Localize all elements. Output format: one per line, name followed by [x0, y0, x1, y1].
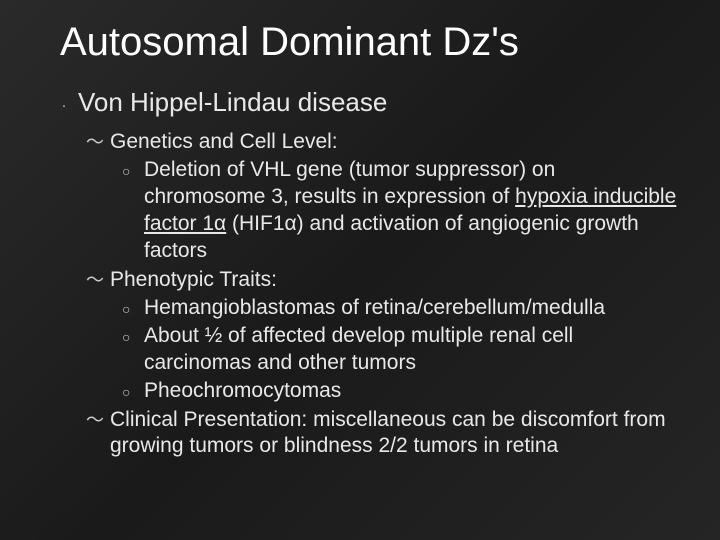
tilde-bullet-icon: 〜: [86, 406, 110, 432]
circle-bullet-icon: ○: [122, 329, 144, 345]
section-row: 〜 Clinical Presentation: miscellaneous c…: [86, 406, 680, 460]
circle-bullet-icon: ○: [122, 384, 144, 400]
section-row: 〜 Genetics and Cell Level:: [86, 128, 680, 155]
subitem-row: ○ About ½ of affected develop multiple r…: [122, 323, 680, 377]
tilde-bullet-icon: 〜: [86, 266, 110, 292]
section-label: Phenotypic Traits:: [110, 267, 277, 293]
topic-text: Von Hippel-Lindau disease: [78, 87, 387, 118]
subitem-text: Hemangioblastomas of retina/cerebellum/m…: [144, 295, 605, 322]
section-row: 〜 Phenotypic Traits:: [86, 266, 680, 293]
circle-bullet-icon: ○: [122, 163, 144, 179]
subitem-text: Pheochromocytomas: [144, 378, 341, 405]
circle-bullet-icon: ○: [122, 301, 144, 317]
subitem-row: ○ Hemangioblastomas of retina/cerebellum…: [122, 295, 680, 322]
subitem-row: ○ Deletion of VHL gene (tumor suppressor…: [122, 157, 680, 265]
tilde-bullet-icon: 〜: [86, 128, 110, 154]
topic-row: ⋅ Von Hippel-Lindau disease: [50, 87, 680, 118]
subitem-text: Deletion of VHL gene (tumor suppressor) …: [144, 157, 680, 265]
section-label: Genetics and Cell Level:: [110, 129, 338, 155]
slide-title: Autosomal Dominant Dz's: [60, 20, 680, 65]
section-label: Clinical Presentation: miscellaneous can…: [110, 407, 680, 460]
subitem-row: ○ Pheochromocytomas: [122, 378, 680, 405]
dot-bullet-icon: ⋅: [50, 98, 78, 115]
subitem-text: About ½ of affected develop multiple ren…: [144, 323, 680, 377]
